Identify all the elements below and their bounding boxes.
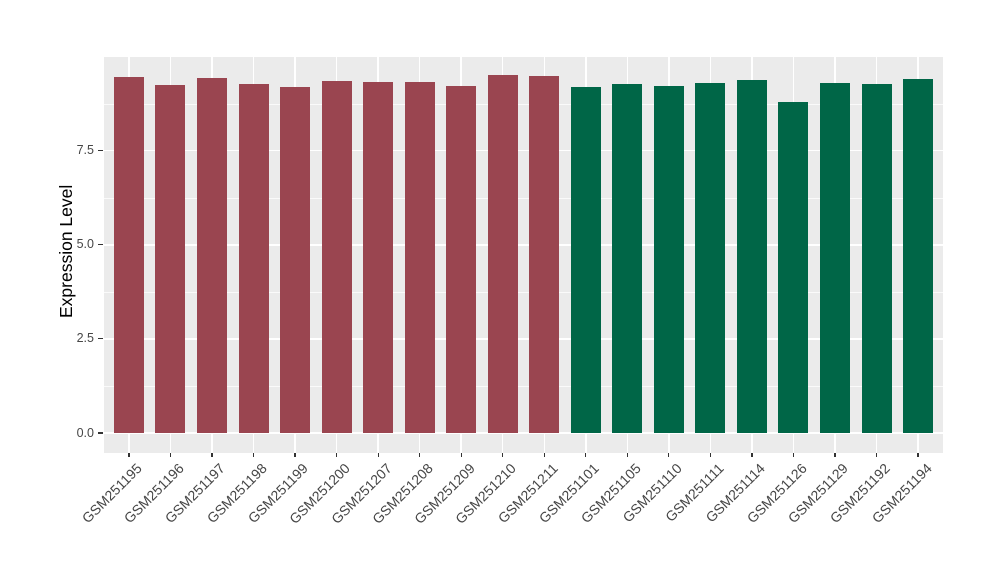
x-tickmark bbox=[917, 453, 919, 457]
x-tickmark bbox=[419, 453, 421, 457]
bar-GSM251197 bbox=[196, 78, 227, 433]
y-tickmark bbox=[98, 338, 103, 340]
bar-GSM251209 bbox=[446, 85, 477, 433]
x-tickmark bbox=[211, 453, 213, 457]
x-tickmark bbox=[335, 453, 338, 457]
bar-GSM251196 bbox=[155, 85, 186, 433]
bar-GSM251199 bbox=[280, 87, 311, 433]
x-tickmark bbox=[128, 453, 130, 457]
x-tickmark bbox=[626, 453, 628, 457]
bar-GSM251200 bbox=[321, 81, 352, 433]
gridline-minor-y bbox=[104, 197, 943, 199]
x-tickmark bbox=[252, 453, 255, 457]
bar-GSM251126 bbox=[778, 102, 809, 433]
gridline-minor-y bbox=[104, 103, 943, 105]
bar-GSM251194 bbox=[903, 79, 934, 433]
y-tickmark bbox=[98, 150, 103, 152]
bar-GSM251129 bbox=[820, 82, 850, 433]
plot-panel bbox=[104, 57, 943, 453]
x-tickmark bbox=[792, 453, 795, 457]
x-tickmark bbox=[834, 453, 836, 457]
x-tickmark bbox=[377, 453, 379, 457]
bar-GSM251114 bbox=[736, 80, 767, 433]
gridline-major-y bbox=[104, 432, 943, 434]
bar-GSM251101 bbox=[570, 87, 601, 433]
bar-GSM251207 bbox=[363, 81, 394, 433]
bar-GSM251105 bbox=[612, 84, 643, 433]
gridline-major-y bbox=[104, 149, 943, 152]
x-tickmark bbox=[585, 453, 587, 457]
bar-GSM251208 bbox=[404, 81, 435, 433]
x-tickmark bbox=[460, 453, 462, 457]
gridline-minor-y bbox=[104, 385, 943, 387]
x-tickmark bbox=[709, 453, 711, 457]
bar-GSM251198 bbox=[238, 83, 269, 433]
bar-GSM251210 bbox=[487, 74, 518, 433]
y-tick-label: 7.5 bbox=[76, 143, 94, 158]
x-tickmark bbox=[543, 453, 545, 457]
bar-GSM251111 bbox=[695, 82, 726, 433]
bar-GSM251211 bbox=[529, 76, 560, 433]
y-tick-label: 5.0 bbox=[76, 237, 94, 252]
x-tickmark bbox=[668, 453, 670, 457]
x-tickmark bbox=[875, 453, 878, 457]
x-tickmark bbox=[502, 453, 504, 457]
x-tickmark bbox=[294, 453, 296, 457]
x-tickmark bbox=[169, 453, 172, 457]
bar-GSM251192 bbox=[861, 83, 892, 433]
y-tick-label: 2.5 bbox=[76, 331, 94, 346]
gridline-major-y bbox=[104, 338, 943, 340]
gridline-minor-y bbox=[104, 291, 943, 293]
bar-GSM251110 bbox=[653, 85, 684, 433]
y-tick-label: 0.0 bbox=[76, 425, 94, 440]
x-tickmark bbox=[751, 453, 753, 457]
y-tickmark bbox=[98, 244, 103, 246]
bar-GSM251195 bbox=[113, 77, 144, 433]
y-tickmark bbox=[98, 432, 103, 434]
gridline-major-y bbox=[104, 244, 943, 246]
